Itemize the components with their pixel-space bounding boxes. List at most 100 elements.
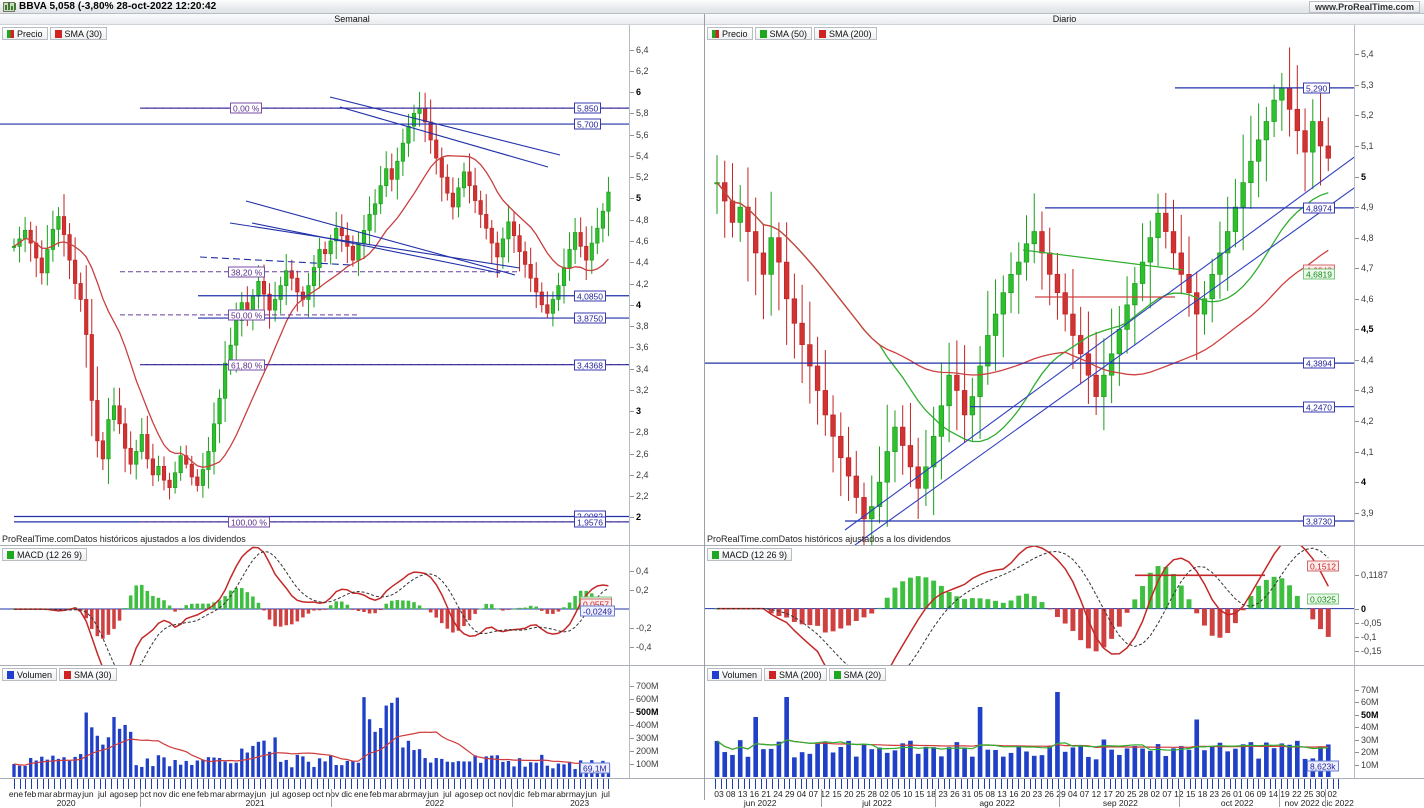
axis-tick — [630, 571, 634, 573]
date-tick — [436, 779, 438, 789]
price-level-pill[interactable]: 4,2470 — [1303, 401, 1335, 413]
date-tick — [322, 779, 324, 789]
right-macd-axis[interactable]: 0,1187 0 -0,05 -0,1 -0,15 0,1512 0,0325 — [1307, 546, 1424, 665]
date-tick — [19, 779, 21, 789]
price-level-pill[interactable]: 0,0325 — [1307, 593, 1339, 605]
fib-level-tag[interactable]: 0,00 % — [230, 102, 263, 114]
right-macd-chart[interactable]: 0,1187 0 -0,05 -0,1 -0,15 0,1512 0,0325 MACD (… — [705, 546, 1424, 666]
left-macd-axis[interactable]: 0,40,2-0,2-0,40,07000,0557-0,0249 — [580, 546, 704, 665]
right-volume-chart[interactable]: 70M 60M 50M 40M 30M 20M 10M 8,623k Volumen SMA … — [705, 666, 1424, 779]
legend-chip-precio[interactable]: Precio — [707, 27, 753, 40]
left-volume-plot[interactable] — [0, 666, 629, 778]
left-price-chart[interactable]: 0,00 % 38,20 % 50,00 % 61,80 % 100,00 % 6,4 6… — [0, 25, 704, 546]
date-day-label: 26 — [1221, 789, 1231, 799]
date-tick — [1115, 779, 1117, 789]
date-tick — [892, 779, 894, 789]
date-day-label: 08 — [985, 789, 995, 799]
axis-tick — [1355, 115, 1359, 117]
price-level-pill[interactable]: 0,1512 — [1307, 560, 1339, 572]
date-tick — [1246, 779, 1248, 789]
date-tick — [236, 779, 238, 789]
right-price-legend: Precio SMA (50) SMA (200) — [707, 27, 877, 40]
axis-tick-label: -0,05 — [1361, 617, 1382, 628]
left-volume-axis[interactable]: 700M 600M 500M 400M 300M 200M 100M 69,1M — [580, 666, 704, 778]
date-day-label: 18 — [1197, 789, 1208, 799]
date-tick — [225, 779, 227, 789]
axis-tick — [630, 711, 634, 713]
legend-chip-macd[interactable]: MACD (12 26 9) — [707, 548, 793, 561]
macd-series — [705, 546, 1354, 665]
axis-tick-label: 3,8 — [636, 321, 649, 332]
price-level-pill[interactable]: 5,700 — [574, 118, 602, 130]
axis-tick — [1355, 714, 1359, 716]
right-volume-axis[interactable]: 70M 60M 50M 40M 30M 20M 10M 8,623k — [1307, 666, 1424, 778]
axis-tick — [630, 134, 634, 136]
price-level-pill[interactable]: 3,4368 — [574, 359, 606, 371]
axis-tick-label: 20M — [1361, 747, 1379, 757]
price-level-pill[interactable]: 5,850 — [574, 102, 602, 114]
price-level-pill[interactable]: 3,8730 — [1303, 515, 1335, 527]
date-tick — [14, 779, 15, 789]
date-tick — [408, 779, 410, 789]
price-level-pill[interactable]: 4,8974 — [1303, 202, 1335, 214]
left-price-footnote: ProRealTime.comDatos históricos ajustado… — [2, 534, 246, 544]
date-tick — [978, 779, 980, 789]
date-month-label: ago — [454, 789, 469, 799]
price-level-pill[interactable]: 4,6819 — [1303, 268, 1335, 280]
left-macd-chart[interactable]: 0,40,2-0,2-0,40,07000,0557-0,0249 MACD (… — [0, 546, 704, 666]
legend-chip-vol-sma30[interactable]: SMA (30) — [59, 668, 117, 681]
legend-chip-vol-sma200[interactable]: SMA (200) — [764, 668, 827, 681]
date-tick — [71, 779, 73, 789]
right-price-chart[interactable]: 5,4 5,3 5,2 5,1 5 4,9 4,8 4,7 4,6 4,5 4,4 4,3 4,2 4,1… — [705, 25, 1424, 546]
fib-level-tag[interactable]: 100,00 % — [228, 516, 270, 528]
date-day-label: 03 — [714, 789, 724, 799]
right-price-axis[interactable]: 5,4 5,3 5,2 5,1 5 4,9 4,8 4,7 4,6 4,5 4,4 4,3 4,2 4,1… — [1303, 25, 1424, 545]
legend-chip-sma50[interactable]: SMA (50) — [754, 27, 813, 40]
left-date-ticks — [0, 779, 629, 789]
right-price-plot[interactable] — [705, 25, 1354, 545]
price-level-pill[interactable]: 4,3894 — [1303, 357, 1335, 369]
date-tick — [1275, 779, 1277, 789]
left-price-axis[interactable]: 6,4 6,2 6 5,8 5,6 5,4 5,2 5 4,8 4,6 4,4 4,2 4 3,8 3,6 3… — [574, 25, 704, 545]
price-level-pill[interactable]: 3,8750 — [574, 312, 606, 324]
date-tick — [1149, 779, 1151, 789]
date-tick — [128, 779, 130, 789]
axis-tick-label: 60M — [1361, 697, 1379, 707]
legend-chip-volumen[interactable]: Volumen — [707, 668, 763, 681]
legend-chip-sma30[interactable]: SMA (30) — [49, 27, 108, 40]
right-macd-plot[interactable] — [705, 546, 1354, 665]
axis-tick-label: 0,4 — [636, 566, 649, 577]
date-tick — [294, 779, 295, 789]
price-level-pill[interactable]: -0,0249 — [580, 605, 615, 617]
legend-chip-vol-sma20[interactable]: SMA (20) — [828, 668, 887, 681]
left-date-axis[interactable]: ene feb mar abr may jun jul ago sep oct nov dic ene f… — [0, 779, 704, 808]
date-tick — [276, 779, 278, 789]
legend-chip-macd[interactable]: MACD (12 26 9) — [2, 548, 88, 561]
legend-chip-precio[interactable]: Precio — [2, 27, 48, 40]
axis-tick — [630, 347, 634, 349]
left-volume-chart[interactable]: 700M 600M 500M 400M 300M 200M 100M 69,1M Volume… — [0, 666, 704, 779]
legend-chip-sma200[interactable]: SMA (200) — [814, 27, 877, 40]
fib-level-tag[interactable]: 38,20 % — [228, 266, 266, 278]
date-tick — [1166, 779, 1168, 789]
price-level-pill[interactable]: 1,9576 — [574, 516, 606, 528]
fib-level-tag[interactable]: 61,80 % — [228, 359, 266, 371]
price-level-pill[interactable]: 5,290 — [1303, 82, 1331, 94]
price-level-pill[interactable]: 69,1M — [580, 762, 610, 774]
date-tick — [282, 779, 284, 789]
date-tick — [99, 779, 101, 789]
price-level-pill[interactable]: 8,623k — [1307, 760, 1339, 772]
date-day-label: 20 — [843, 789, 854, 799]
legend-chip-volumen[interactable]: Volumen — [2, 668, 58, 681]
price-level-pill[interactable]: 4,0850 — [574, 290, 606, 302]
fib-level-tag[interactable]: 50,00 % — [228, 309, 266, 321]
left-macd-plot[interactable] — [0, 546, 629, 665]
axis-tick — [630, 70, 634, 72]
right-volume-plot[interactable] — [705, 666, 1354, 778]
right-date-axis[interactable]: 03 08 13 16 21 24 29 04 07 12 15 20 25 28 02 05 10 15 18 23… — [705, 779, 1424, 808]
date-tick — [920, 779, 922, 789]
axis-tick — [1355, 84, 1359, 86]
date-tick — [185, 779, 187, 789]
legend-label: SMA (20) — [843, 669, 882, 680]
left-price-plot[interactable]: 0,00 % 38,20 % 50,00 % 61,80 % 100,00 % — [0, 25, 629, 545]
